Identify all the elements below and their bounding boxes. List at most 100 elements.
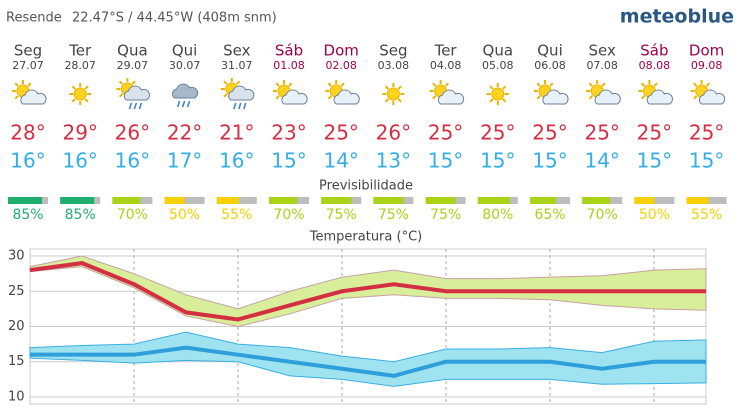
sun-ray: [489, 85, 494, 90]
spread-band: [29, 331, 707, 387]
rain-drop: [133, 102, 138, 110]
brand[interactable]: meteoblue: [620, 6, 734, 28]
sun-ray: [223, 93, 228, 98]
sun-ray: [536, 95, 541, 100]
y-tick-label: 20: [8, 319, 25, 334]
rain-drop: [243, 102, 247, 110]
max-temp: 25°: [532, 121, 567, 145]
rain-drop: [128, 102, 133, 110]
day-name: Sáb: [275, 42, 303, 60]
predictability-label: 75%: [378, 207, 409, 223]
day-name: Sex: [223, 42, 250, 60]
predictability-label: 75%: [326, 207, 357, 223]
sun-ray: [71, 85, 76, 90]
weather-icon: [638, 80, 673, 105]
cloud: [123, 85, 150, 101]
weather-icon: [534, 80, 569, 105]
max-temp: 26°: [115, 121, 150, 145]
weather-icon: [273, 80, 308, 105]
predictability-label: 65%: [534, 207, 565, 223]
cloud: [20, 89, 47, 105]
predictability-label: 50%: [639, 207, 670, 223]
cloud: [228, 85, 255, 101]
sun-ray: [489, 98, 494, 103]
predictability-bar: [634, 197, 655, 204]
day-name: Seg: [14, 42, 42, 60]
sun-ray: [131, 80, 136, 85]
weather-icon: [429, 80, 465, 105]
max-temp: 29°: [62, 121, 97, 145]
day-name: Ter: [68, 42, 92, 60]
sun-ray: [288, 82, 293, 87]
day-name: Qua: [117, 42, 148, 60]
predictability-bar: [425, 197, 456, 204]
sun: [73, 87, 87, 101]
max-temp: 25°: [480, 121, 515, 145]
weather-icon: [116, 78, 150, 110]
weather-icon: [69, 83, 92, 105]
predictability-label: 70%: [273, 207, 304, 223]
max-temp: 25°: [323, 121, 358, 145]
sun-ray: [84, 85, 89, 90]
predictability-bar: [164, 197, 185, 204]
max-temp: 21°: [219, 121, 254, 145]
predictability-bar: [112, 197, 141, 204]
sun-ray: [275, 82, 280, 87]
predictability-bar: [686, 197, 709, 204]
min-temp: 15°: [637, 149, 672, 173]
sun-ray: [705, 82, 711, 87]
day-date: 05.08: [482, 59, 514, 72]
sun-ray: [327, 82, 332, 87]
weather-icon: [486, 83, 509, 105]
sun-ray: [340, 82, 345, 87]
sun-ray: [640, 95, 646, 100]
y-tick-label: 30: [8, 249, 25, 264]
sun-ray: [84, 98, 89, 103]
max-temp: 25°: [584, 121, 619, 145]
weather-icon: [172, 83, 199, 108]
max-temp: 25°: [689, 121, 724, 145]
sun-ray: [432, 95, 437, 100]
rain-drop: [186, 100, 191, 108]
day-date: 03.08: [378, 59, 410, 72]
day-date: 04.08: [430, 59, 462, 72]
sun-ray: [236, 80, 241, 85]
sun-ray: [27, 82, 32, 87]
min-temp: 15°: [689, 149, 724, 173]
min-temp: 15°: [271, 149, 306, 173]
max-temp: 26°: [376, 121, 411, 145]
predictability-bar: [582, 197, 611, 204]
sun-ray: [118, 93, 124, 98]
min-temp: 16°: [115, 149, 150, 173]
cloud: [699, 89, 726, 105]
weather-icon: [382, 83, 405, 105]
sun-ray: [327, 95, 332, 100]
predictability-title: Previsibilidade: [319, 179, 413, 194]
day-date: 06.08: [534, 59, 566, 72]
min-temp: 15°: [532, 149, 567, 173]
sun-ray: [223, 80, 228, 85]
min-temp: 16°: [10, 149, 45, 173]
rain-drop: [176, 100, 181, 108]
sun-ray: [444, 82, 450, 87]
predictability-label: 50%: [169, 207, 200, 223]
sun-ray: [588, 82, 593, 87]
predictability-bar: [373, 197, 404, 204]
max-temp: 25°: [428, 121, 463, 145]
sun-ray: [384, 85, 390, 90]
day-name: Seg: [379, 42, 407, 60]
sun-ray: [693, 95, 698, 100]
sun-ray: [549, 82, 554, 87]
min-temp: 14°: [323, 149, 358, 173]
sun-ray: [118, 80, 124, 85]
location: Resende: [6, 11, 62, 26]
cloud: [333, 89, 360, 105]
weather-icon: [220, 78, 255, 110]
sun-ray: [693, 82, 698, 87]
weather-icon: [12, 80, 47, 105]
sun-ray: [14, 95, 19, 100]
sun-ray: [536, 82, 541, 87]
spread-band: [29, 255, 707, 328]
